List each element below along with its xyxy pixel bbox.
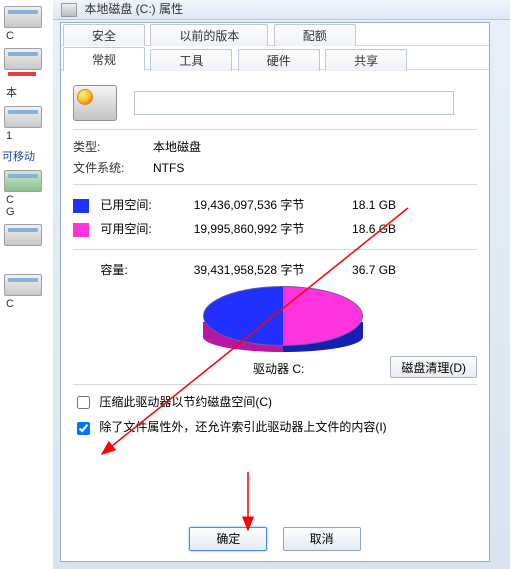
separator xyxy=(73,184,477,185)
type-value: 本地磁盘 xyxy=(153,140,201,154)
general-tab-content: 类型:本地磁盘 文件系统:NTFS 已用空间: 19,436,097,536 字… xyxy=(73,81,477,511)
drive-thumb-icon xyxy=(4,6,42,28)
drive-letter-label: 驱动器 C: xyxy=(253,360,304,377)
drive-thumb-icon xyxy=(4,48,42,70)
capacity-bytes: 39,431,958,528 字节 xyxy=(194,258,349,282)
drive-thumb-label: C xyxy=(6,194,53,206)
tab-sharing[interactable]: 共享 xyxy=(325,49,407,71)
separator xyxy=(73,384,477,385)
used-space-bytes: 19,436,097,536 字节 xyxy=(194,193,349,217)
tab-security[interactable]: 安全 xyxy=(63,24,145,46)
tab-row-front: 常规 工具 硬件 共享 xyxy=(61,46,489,70)
explorer-left-panel: C 本 1 可移动 C G C xyxy=(0,0,53,569)
ok-button[interactable]: 确定 xyxy=(189,527,267,551)
window-title: 本地磁盘 (C:) 属性 xyxy=(84,0,183,17)
drive-thumb-label: C xyxy=(6,298,53,310)
used-space-swatch xyxy=(73,199,89,213)
free-space-label: 可用空间: xyxy=(100,217,190,241)
drive-thumb-icon xyxy=(4,274,42,296)
capacity-label: 容量: xyxy=(100,258,190,282)
tab-row-back: 安全 以前的版本 配额 xyxy=(61,23,489,46)
free-space-swatch xyxy=(73,223,89,237)
separator xyxy=(73,129,477,130)
dialog-footer: 确定 取消 xyxy=(61,527,489,551)
free-space-bytes: 19,995,860,992 字节 xyxy=(194,217,349,241)
tab-hardware[interactable]: 硬件 xyxy=(238,49,320,71)
free-space-gb: 18.6 GB xyxy=(352,217,412,241)
index-checkbox[interactable] xyxy=(77,422,90,435)
used-space-label: 已用空间: xyxy=(100,193,190,217)
drive-thumb-label: C xyxy=(6,30,53,42)
type-label: 类型: xyxy=(73,138,153,155)
tab-previous-versions[interactable]: 以前的版本 xyxy=(150,24,268,46)
drive-icon xyxy=(61,3,77,17)
tab-tools[interactable]: 工具 xyxy=(150,49,232,71)
volume-label-input[interactable] xyxy=(134,91,454,115)
drive-usage-bar xyxy=(8,72,36,76)
properties-dialog: 安全 以前的版本 配额 常规 工具 硬件 共享 类型:本地磁盘 文件系统:NTF… xyxy=(60,22,490,562)
capacity-swatch-spacer xyxy=(73,264,89,278)
cancel-button[interactable]: 取消 xyxy=(283,527,361,551)
separator xyxy=(73,249,477,250)
capacity-gb: 36.7 GB xyxy=(352,258,412,282)
index-checkbox-label: 除了文件属性外，还允许索引此驱动器上文件的内容(I) xyxy=(99,420,386,434)
drive-large-icon xyxy=(73,85,117,121)
drive-thumb-icon xyxy=(4,106,42,128)
filesystem-value: NTFS xyxy=(153,161,184,175)
pie-chart-top xyxy=(203,286,363,346)
optical-drive-icon xyxy=(4,170,42,192)
drive-thumb-num: 1 xyxy=(6,130,53,142)
filesystem-label: 文件系统: xyxy=(73,159,153,176)
drive-section-label: 本 xyxy=(6,84,53,100)
disk-cleanup-button[interactable]: 磁盘清理(D) xyxy=(390,356,477,378)
window-titlebar: 本地磁盘 (C:) 属性 xyxy=(53,0,510,20)
compress-checkbox-label: 压缩此驱动器以节约磁盘空间(C) xyxy=(99,395,272,409)
tab-quota[interactable]: 配额 xyxy=(274,24,356,46)
tab-general[interactable]: 常规 xyxy=(63,47,145,71)
drive-thumb-icon xyxy=(4,224,42,246)
pie-chart-region: 驱动器 C: 磁盘清理(D) xyxy=(73,286,477,376)
compress-checkbox[interactable] xyxy=(77,396,90,409)
used-space-gb: 18.1 GB xyxy=(352,193,412,217)
drive-thumb-label: G xyxy=(6,206,53,218)
removable-section-label: 可移动 xyxy=(2,148,53,164)
